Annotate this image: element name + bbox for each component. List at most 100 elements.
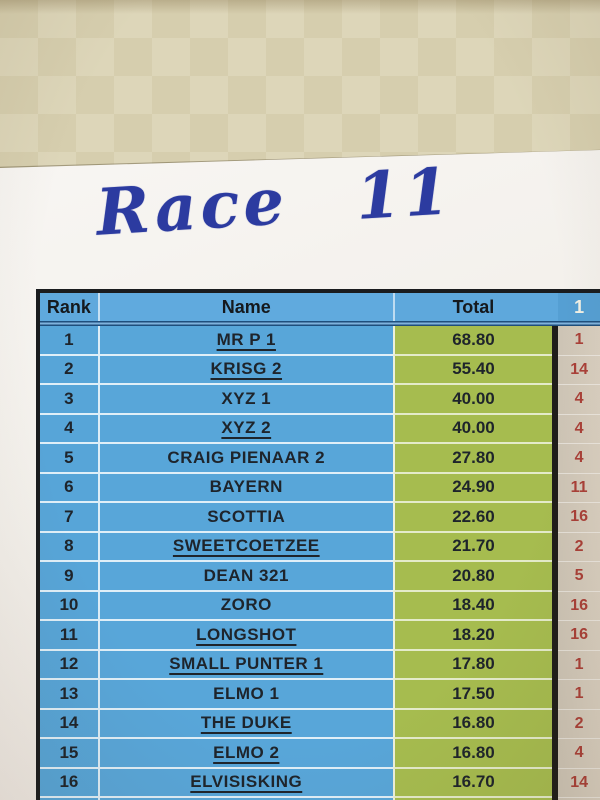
extra-points-cell: 4	[558, 444, 600, 474]
rank-cell: 6	[40, 473, 98, 503]
extra-points-cell: 11	[558, 473, 600, 503]
extra-points-cell	[558, 798, 600, 800]
rank-cell: 4	[40, 414, 98, 444]
table-right-border	[552, 768, 559, 798]
rank-cell: 16	[40, 768, 98, 798]
total-cell: 40.00	[392, 385, 553, 415]
table-row: 13 ELMO 1 17.50 1	[40, 680, 600, 710]
extra-points-cell: 1	[558, 680, 600, 710]
table-body: 1 MR P 1 68.80 1 2 KRISG 2 55.40 14 3 XY…	[40, 326, 600, 800]
rank-cell: 2	[40, 355, 98, 385]
table-right-border	[552, 621, 559, 651]
total-cell: 68.80	[392, 326, 553, 356]
table-right-border	[552, 293, 559, 321]
total-cell: 24.90	[392, 473, 553, 503]
extra-points-cell: 2	[558, 532, 600, 562]
table-row: 2 KRISG 2 55.40 14	[40, 355, 600, 385]
name-cell: XYZ 2	[97, 414, 393, 444]
handwritten-race-title: Race 11	[94, 154, 456, 251]
total-cell: 17.50	[392, 680, 553, 710]
name-cell	[97, 798, 393, 800]
name-cell: ELVISISKING	[97, 768, 393, 798]
rank-cell	[40, 798, 98, 800]
name-cell: THE DUKE	[97, 709, 393, 739]
name-cell: SCOTTIA	[97, 503, 393, 533]
table-row: 14 THE DUKE 16.80 2	[40, 709, 600, 739]
extra-points-cell: 16	[558, 591, 600, 621]
rank-cell: 9	[40, 562, 98, 592]
table-row: 10 ZORO 18.40 16	[40, 591, 600, 621]
extra-points-cell: 16	[558, 503, 600, 533]
rank-cell: 15	[40, 739, 98, 769]
printed-paper: Race 11 Rank Name Total 1 1 MR P 1 68.80…	[0, 150, 600, 800]
total-cell: 22.60	[392, 503, 553, 533]
extra-points-cell: 4	[558, 414, 600, 444]
table-right-border	[552, 562, 559, 592]
rank-cell: 10	[40, 591, 98, 621]
total-cell: 18.40	[392, 591, 553, 621]
table-row: 3 XYZ 1 40.00 4	[40, 385, 600, 415]
name-cell: MR P 1	[97, 326, 393, 356]
name-cell: LONGSHOT	[97, 621, 393, 651]
leaderboard-table: Rank Name Total 1 1 MR P 1 68.80 1 2 KRI…	[36, 289, 600, 800]
table-right-border	[552, 591, 559, 621]
table-row: 12 SMALL PUNTER 1 17.80 1	[40, 650, 600, 680]
table-right-border	[552, 532, 559, 562]
table-row-partial: 15.60	[40, 798, 600, 800]
table-row: 16 ELVISISKING 16.70 14	[40, 768, 600, 798]
extra-points-cell: 16	[558, 621, 600, 651]
total-cell: 16.80	[392, 709, 553, 739]
rank-cell: 5	[40, 444, 98, 474]
header-double-rule	[40, 321, 600, 326]
extra-points-cell: 4	[558, 385, 600, 415]
table-row: 5 CRAIG PIENAAR 2 27.80 4	[40, 444, 600, 474]
table-row: 6 BAYERN 24.90 11	[40, 473, 600, 503]
table-row: 1 MR P 1 68.80 1	[40, 326, 600, 356]
table-right-border	[552, 326, 559, 356]
rank-header: Rank	[40, 293, 98, 321]
name-cell: CRAIG PIENAAR 2	[97, 444, 393, 474]
total-cell: 15.60	[392, 798, 553, 800]
rank-cell: 1	[40, 326, 98, 356]
total-cell: 17.80	[392, 650, 553, 680]
extra-column-header: 1	[558, 293, 600, 321]
extra-points-cell: 14	[558, 768, 600, 798]
name-cell: BAYERN	[97, 473, 393, 503]
rank-cell: 14	[40, 709, 98, 739]
table-right-border	[552, 473, 559, 503]
rank-cell: 11	[40, 621, 98, 651]
name-cell: SWEETCOETZEE	[97, 532, 393, 562]
table-right-border	[552, 798, 559, 800]
table-row: 15 ELMO 2 16.80 4	[40, 739, 600, 769]
name-cell: SMALL PUNTER 1	[97, 650, 393, 680]
table-row: 8 SWEETCOETZEE 21.70 2	[40, 532, 600, 562]
total-cell: 18.20	[392, 621, 553, 651]
name-cell: KRISG 2	[97, 355, 393, 385]
total-cell: 21.70	[392, 532, 553, 562]
table-row: 7 SCOTTIA 22.60 16	[40, 503, 600, 533]
table-right-border	[552, 739, 559, 769]
total-header: Total	[392, 293, 553, 321]
extra-points-cell: 4	[558, 739, 600, 769]
name-cell: ELMO 1	[97, 680, 393, 710]
total-cell: 55.40	[392, 355, 553, 385]
table-right-border	[552, 650, 559, 680]
table-row: 4 XYZ 2 40.00 4	[40, 414, 600, 444]
total-cell: 27.80	[392, 444, 553, 474]
table-right-border	[552, 385, 559, 415]
table-right-border	[552, 355, 559, 385]
extra-points-cell: 14	[558, 355, 600, 385]
extra-points-cell: 1	[558, 326, 600, 356]
name-header: Name	[97, 293, 393, 321]
name-cell: ELMO 2	[97, 739, 393, 769]
total-cell: 16.70	[392, 768, 553, 798]
extra-points-cell: 2	[558, 709, 600, 739]
table-right-border	[552, 414, 559, 444]
rank-cell: 3	[40, 385, 98, 415]
name-cell: ZORO	[97, 591, 393, 621]
rank-cell: 12	[40, 650, 98, 680]
rank-cell: 13	[40, 680, 98, 710]
rank-cell: 7	[40, 503, 98, 533]
table-row: 9 DEAN 321 20.80 5	[40, 562, 600, 592]
